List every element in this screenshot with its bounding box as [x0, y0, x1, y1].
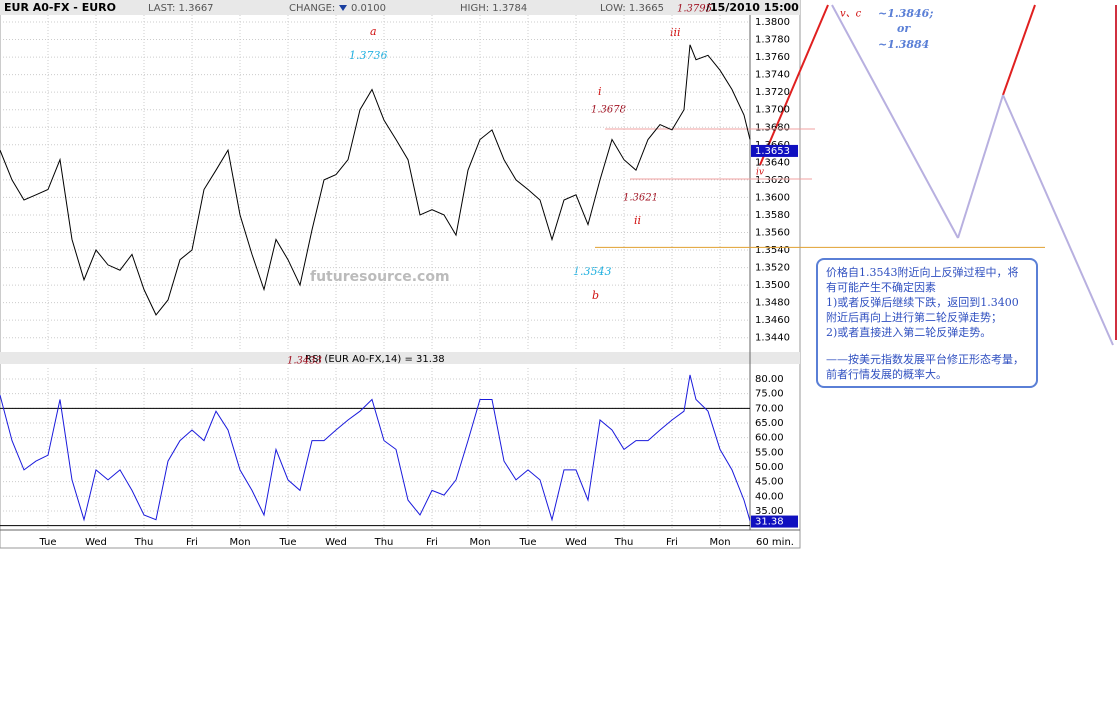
- annotation: or: [897, 22, 911, 35]
- x-tick-label: Tue: [38, 537, 56, 548]
- rsi-title: RSI (EUR A0-FX,14) = 31.38: [305, 354, 445, 365]
- y-tick-label: 60.00: [755, 433, 784, 444]
- symbol: EUR A0-FX - EURO: [4, 1, 116, 14]
- change: 0.0100: [351, 3, 386, 14]
- y-tick-label: 40.00: [755, 491, 784, 502]
- arrow: [957, 94, 1004, 239]
- annotation: i: [598, 85, 602, 98]
- x-tick-label: Tue: [518, 537, 536, 548]
- x-tick-label: Wed: [325, 537, 347, 548]
- y-tick-label: 1.3480: [755, 298, 790, 309]
- arrow: [831, 4, 959, 239]
- change-label: CHANGE:: [289, 3, 335, 14]
- note-line: 价格自1.3543附近向上反弹过程中，将有可能产生不确定因素: [826, 266, 1019, 294]
- date: /15/2010 15:00: [706, 1, 799, 14]
- x-tick-label: Fri: [186, 537, 198, 548]
- low: LOW: 1.3665: [600, 3, 664, 14]
- y-tick-label: 1.3520: [755, 263, 790, 274]
- y-tick-label: 1.3640: [755, 157, 790, 168]
- down-arrow: [339, 5, 347, 11]
- annotation: iii: [670, 26, 681, 39]
- current-value-box: [751, 515, 798, 528]
- current-value-label: 31.38: [755, 517, 784, 528]
- x-tick-label: Wed: [85, 537, 107, 548]
- note-line: 1)或者反弹后继续下跌，返回到1.3400附近后再向上进行第二轮反弹走势；: [826, 296, 1019, 324]
- x-tick-label: Mon: [709, 537, 730, 548]
- y-tick-label: 1.3780: [755, 35, 790, 46]
- y-tick-label: 35.00: [755, 506, 784, 517]
- y-tick-label: 1.3800: [755, 17, 790, 28]
- annotation: ~1.3884: [878, 38, 929, 51]
- last: LAST: 1.3667: [148, 3, 214, 14]
- rsi-header-bar: [0, 352, 800, 364]
- y-tick-label: 1.3440: [755, 333, 790, 344]
- arrow: [1002, 4, 1036, 96]
- annotation: 1.3543: [573, 265, 612, 278]
- x-tick-label: Fri: [426, 537, 438, 548]
- arrow: [759, 4, 829, 166]
- annotation: ii: [634, 214, 641, 227]
- current-value-box: [751, 144, 798, 157]
- note-line: ——按美元指数发展平台修正形态考量，前者行情发展的概率大。: [826, 353, 1024, 381]
- x-tick-label: Thu: [374, 537, 394, 548]
- note-line: 2)或者直接进入第二轮反弹走势。: [826, 326, 992, 339]
- y-tick-label: 1.3620: [755, 175, 790, 186]
- annotation: 1.3736: [349, 49, 388, 62]
- x-tick-label: Fri: [666, 537, 678, 548]
- y-tick-label: 45.00: [755, 477, 784, 488]
- y-tick-label: 55.00: [755, 447, 784, 458]
- x-tick-label: Mon: [229, 537, 250, 548]
- x-tick-label: Mon: [469, 537, 490, 548]
- x-tick-label: Tue: [278, 537, 296, 548]
- annotation: v、c: [840, 9, 862, 20]
- x-axis-label: 60 min.: [756, 537, 794, 548]
- current-value-label: 1.3653: [755, 146, 790, 157]
- annotation: 1.3621: [623, 193, 658, 204]
- note-box: 价格自1.3543附近向上反弹过程中，将有可能产生不确定因素 1)或者反弹后继续…: [816, 258, 1038, 388]
- y-tick-label: 1.3460: [755, 315, 790, 326]
- scenario-arrows: [759, 4, 1117, 346]
- x-tick-label: Thu: [134, 537, 154, 548]
- annotation: a: [370, 25, 377, 38]
- annotation: 1.3795: [677, 4, 712, 15]
- y-tick-label: 1.3720: [755, 87, 790, 98]
- y-tick-label: 1.3740: [755, 70, 790, 81]
- chart-frame: [0, 0, 801, 549]
- y-tick-label: 1.3560: [755, 227, 790, 238]
- y-tick-label: 1.3760: [755, 52, 790, 63]
- arrow: [1002, 94, 1114, 346]
- high: HIGH: 1.3784: [460, 3, 527, 14]
- x-tick-label: Wed: [565, 537, 587, 548]
- y-tick-label: 70.00: [755, 403, 784, 414]
- annotation: 1.3433: [287, 356, 322, 367]
- annotation: 1.3678: [591, 105, 626, 116]
- annotation: iv: [756, 168, 764, 178]
- y-tick-label: 1.3500: [755, 280, 790, 291]
- x-tick-label: Thu: [614, 537, 634, 548]
- annotation: ~1.3846;: [878, 7, 933, 20]
- y-tick-label: 1.3680: [755, 122, 790, 133]
- y-tick-label: 65.00: [755, 418, 784, 429]
- annotation: b: [592, 289, 599, 302]
- header-bar: [0, 0, 800, 15]
- y-tick-label: 1.3540: [755, 245, 790, 256]
- y-tick-label: 50.00: [755, 462, 784, 473]
- y-tick-label: 80.00: [755, 374, 784, 385]
- y-tick-label: 1.3580: [755, 210, 790, 221]
- y-tick-label: 1.3600: [755, 192, 790, 203]
- series-line: [0, 44, 751, 316]
- y-tick-label: 75.00: [755, 389, 784, 400]
- y-tick-label: 1.3700: [755, 105, 790, 116]
- watermark: futuresource.com: [310, 269, 450, 285]
- series-line: [0, 374, 751, 522]
